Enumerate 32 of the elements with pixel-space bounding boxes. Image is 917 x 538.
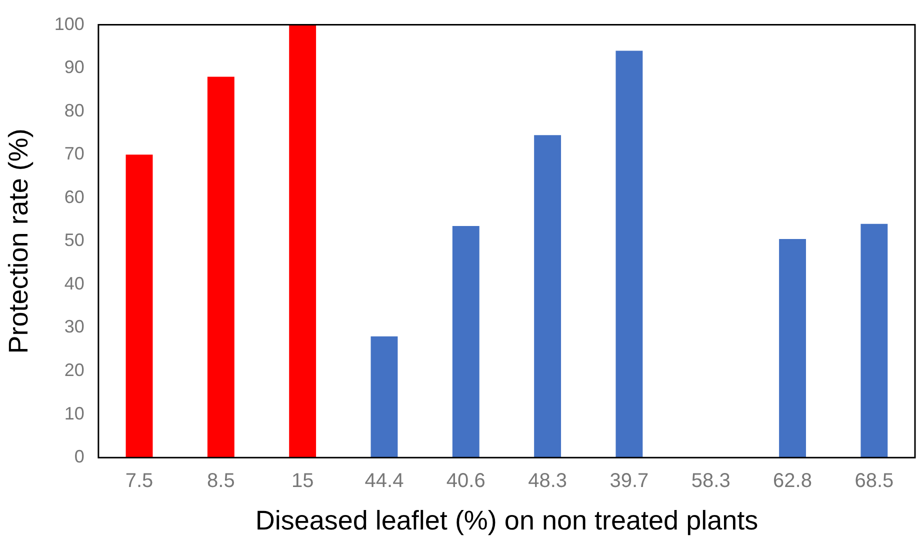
x-tick-label: 39.7 (610, 470, 649, 492)
y-tick-label: 90 (64, 57, 84, 78)
bar (126, 154, 153, 458)
bar (207, 76, 234, 458)
y-tick-label: 0 (74, 446, 84, 467)
y-tick-label: 70 (64, 144, 84, 164)
bar (452, 226, 480, 458)
x-tick-label: 40.6 (446, 470, 486, 492)
y-tick-label: 100 (54, 14, 84, 34)
x-axis-title: Diseased leaflet (%) on non treated plants (255, 505, 758, 536)
y-tick-label: 50 (64, 230, 84, 250)
bar (779, 239, 806, 458)
x-tick-label: 58.3 (691, 470, 730, 492)
y-tick-label: 30 (64, 316, 84, 337)
y-axis-title: Protection rate (%) (4, 128, 34, 354)
y-tick-label: 40 (64, 273, 84, 294)
bar (289, 24, 316, 458)
bar (534, 135, 562, 458)
x-tick-label: 15 (291, 470, 314, 492)
y-tick-label: 80 (64, 100, 84, 120)
y-tick-label: 10 (64, 403, 84, 424)
x-tick-label: 7.5 (125, 470, 154, 492)
x-tick-label: 68.5 (854, 470, 894, 492)
x-tick-label: 48.3 (528, 470, 568, 492)
y-tick-label: 20 (64, 360, 84, 380)
y-tick-label: 60 (64, 186, 84, 207)
bar (860, 224, 888, 458)
x-tick-label: 8.5 (207, 470, 235, 492)
bar (370, 336, 398, 458)
x-tick-label: 44.4 (364, 470, 404, 492)
bar (616, 50, 643, 458)
x-tick-label: 62.8 (773, 470, 812, 492)
